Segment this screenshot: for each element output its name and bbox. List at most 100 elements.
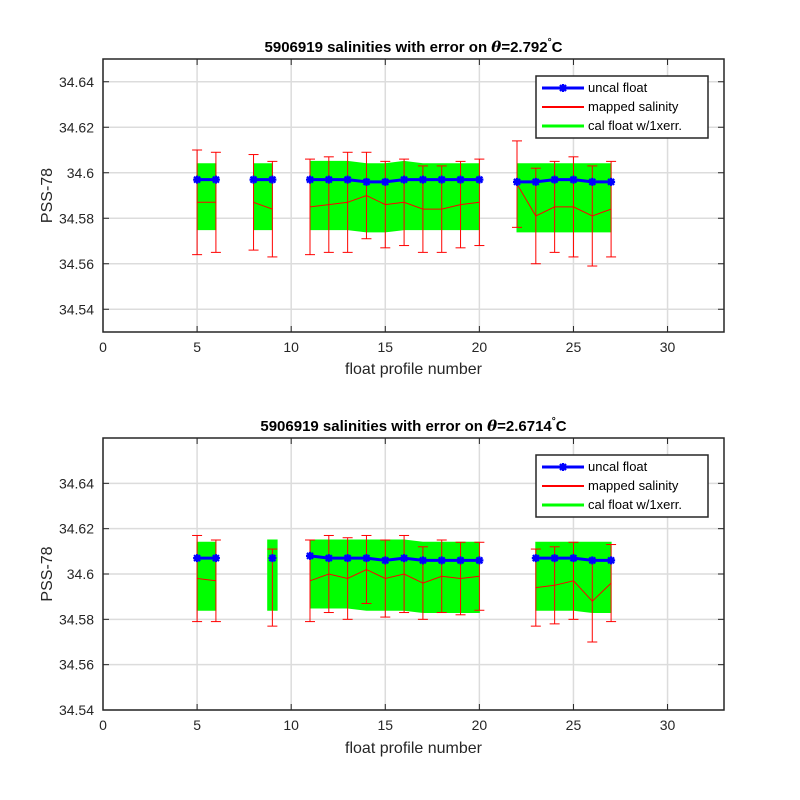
legend-item: cal float w/1xerr. <box>542 118 682 133</box>
uncal-float-point <box>531 554 540 563</box>
x-tick-label: 0 <box>99 339 107 355</box>
error-bar <box>568 156 579 258</box>
mapped-salinity-line <box>309 568 480 584</box>
uncal-float-point <box>418 175 427 184</box>
cal-float-band <box>196 163 217 231</box>
error-bar <box>323 534 334 614</box>
y-tick-label: 34.64 <box>59 475 94 491</box>
uncal-float-point <box>193 554 202 563</box>
uncal-float-marker <box>588 177 597 186</box>
y-tick-label: 34.54 <box>59 301 94 317</box>
y-tick-label: 34.62 <box>59 521 94 537</box>
uncal-float-marker <box>362 554 371 563</box>
uncal-float-point <box>343 554 352 563</box>
uncal-float-point <box>400 554 409 563</box>
uncal-float-marker <box>343 554 352 563</box>
uncal-float-marker <box>437 175 446 184</box>
uncal-float-point <box>607 177 616 186</box>
uncal-float-point <box>381 556 390 565</box>
uncal-float-marker <box>456 556 465 565</box>
mapped-salinity-line <box>516 183 612 217</box>
uncal-float-point <box>249 175 258 184</box>
x-tick-label: 0 <box>99 717 107 733</box>
title-theta: θ <box>487 417 497 435</box>
uncal-float-point <box>193 175 202 184</box>
x-tick-label: 15 <box>377 717 393 733</box>
x-tick-label: 5 <box>193 339 201 355</box>
error-bar <box>399 534 410 614</box>
error-bar <box>192 149 203 256</box>
uncal-float-marker <box>550 554 559 563</box>
uncal-float-point <box>306 175 314 184</box>
legend-label: cal float w/1xerr. <box>588 497 682 512</box>
error-bar <box>606 160 617 258</box>
mapped-salinity-line <box>197 578 216 582</box>
chart-title: 5906919 salinities with error on θ=2.792… <box>265 37 563 56</box>
uncal-float-point <box>513 177 521 186</box>
uncal-float-marker <box>362 177 371 186</box>
y-tick-label: 34.6 <box>67 165 94 181</box>
uncal-float-marker <box>193 175 202 184</box>
uncal-float-point <box>418 556 427 565</box>
y-tick-label: 34.64 <box>59 74 94 90</box>
uncal-float-point <box>437 175 446 184</box>
uncal-float-point <box>324 554 333 563</box>
uncal-float-point <box>475 175 484 184</box>
y-tick-label: 34.56 <box>59 657 94 673</box>
uncal-float-marker <box>324 175 333 184</box>
y-axis-label: PSS-78 <box>39 546 56 601</box>
x-axis-label: float profile number <box>345 740 483 757</box>
uncal-float-marker <box>400 554 409 563</box>
cal-float-band <box>196 541 217 611</box>
title-theta: θ <box>491 38 501 56</box>
x-tick-label: 10 <box>283 339 299 355</box>
uncal-float-point <box>456 175 465 184</box>
error-bar <box>361 151 372 240</box>
legend-marker <box>559 463 567 471</box>
uncal-float-marker <box>343 175 352 184</box>
uncal-float-marker <box>268 175 277 184</box>
uncal-float-marker <box>513 177 521 186</box>
error-bar <box>380 160 391 249</box>
legend-label: uncal float <box>588 459 648 474</box>
legend-label: uncal float <box>588 80 648 95</box>
legend: uncal float mapped salinity cal float w/1x… <box>535 75 709 139</box>
cal-float-band <box>253 163 273 231</box>
uncal-float-marker <box>249 175 258 184</box>
uncal-float-marker <box>456 175 465 184</box>
legend-label: mapped salinity <box>588 478 679 493</box>
uncal-float-point <box>362 554 371 563</box>
legend-label: mapped salinity <box>588 99 679 114</box>
uncal-float-marker <box>418 556 427 565</box>
error-bar <box>474 158 485 247</box>
uncal-float-marker <box>475 175 484 184</box>
title-prefix: 5906919 salinities with error on <box>265 39 492 56</box>
error-bar <box>342 151 353 253</box>
x-tick-label: 15 <box>377 339 393 355</box>
uncal-float-marker <box>569 175 578 184</box>
error-bar <box>436 539 447 614</box>
error-bar <box>380 539 391 618</box>
uncal-float-marker <box>531 554 540 563</box>
error-bar <box>474 541 485 611</box>
legend-item: mapped salinity <box>542 99 679 114</box>
uncal-float-point <box>343 175 352 184</box>
uncal-float-marker <box>211 175 220 184</box>
y-tick-label: 34.6 <box>67 566 94 582</box>
y-tick-label: 34.56 <box>59 256 94 272</box>
uncal-float-point <box>268 175 277 184</box>
legend-item: uncal float <box>542 459 648 474</box>
cal-float-band <box>516 163 612 233</box>
legend: uncal float mapped salinity cal float w/1x… <box>535 454 709 518</box>
uncal-float-point <box>569 554 578 563</box>
legend-item: uncal float <box>542 80 648 95</box>
x-tick-label: 30 <box>660 717 676 733</box>
error-bar <box>210 151 221 253</box>
uncal-float-point <box>588 177 597 186</box>
error-bar <box>305 158 315 256</box>
x-tick-label: 30 <box>660 339 676 355</box>
legend-item: cal float w/1xerr. <box>542 497 682 512</box>
uncal-float-point <box>400 175 409 184</box>
uncal-float-marker <box>531 177 540 186</box>
